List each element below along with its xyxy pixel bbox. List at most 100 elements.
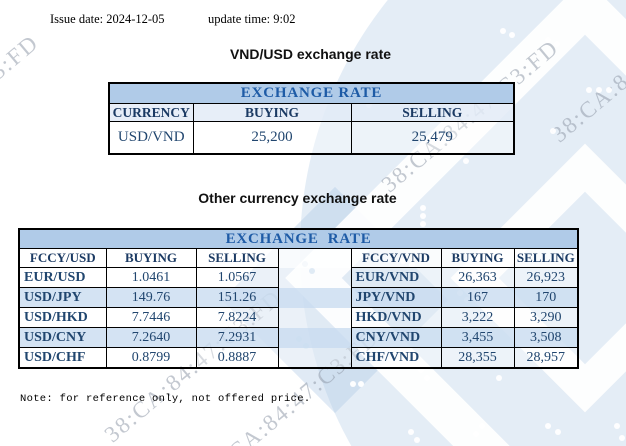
spacer-cell bbox=[277, 248, 352, 268]
currency-pair-cell: CNY/VND bbox=[350, 327, 442, 348]
usd-vnd-section-title: VND/USD exchange rate bbox=[229, 46, 392, 62]
table-row: USD/CHF 0.8799 0.8887 CHF/VND 28,355 28,… bbox=[18, 347, 579, 369]
watermark-dot bbox=[350, 381, 356, 387]
selling-rate-cell: 7.8224 bbox=[195, 307, 279, 328]
table-row: EUR/USD 1.0461 1.0567 EUR/VND 26,363 26,… bbox=[18, 267, 579, 288]
watermark-dot bbox=[420, 213, 426, 219]
column-header-buying: BUYING bbox=[105, 248, 197, 268]
watermark-dot bbox=[424, 375, 430, 381]
currency-pair-cell: USD/CNY bbox=[18, 327, 107, 348]
watermark-dot bbox=[500, 28, 506, 34]
watermark-dot bbox=[420, 221, 426, 227]
watermark-dot bbox=[606, 87, 612, 93]
spacer-cell bbox=[277, 287, 352, 308]
update-time: update time: 9:02 bbox=[208, 12, 296, 27]
watermark-dot bbox=[473, 431, 479, 437]
watermark-dot bbox=[479, 423, 485, 429]
watermark-dot bbox=[414, 437, 420, 443]
watermark-dot bbox=[596, 87, 602, 93]
buying-rate-cell: 167 bbox=[440, 287, 515, 308]
spacer-cell bbox=[277, 307, 352, 328]
watermark-dot bbox=[550, 128, 556, 134]
column-header-buying: BUYING bbox=[440, 248, 515, 268]
column-header-selling: SELLING bbox=[195, 248, 279, 268]
table-title: EXCHANGE RATE bbox=[18, 228, 579, 249]
buying-rate-cell: 149.76 bbox=[105, 287, 197, 308]
currency-pair-cell: USD/CHF bbox=[18, 347, 107, 369]
selling-rate-cell: 151.26 bbox=[195, 287, 279, 308]
watermark-dot bbox=[555, 429, 561, 435]
watermark-dot bbox=[463, 158, 469, 164]
watermark-dot bbox=[554, 41, 560, 47]
buying-rate-cell: 26,363 bbox=[440, 267, 515, 288]
buying-rate-cell: 7.2640 bbox=[105, 327, 197, 348]
currency-pair-cell: USD/VND bbox=[108, 121, 194, 155]
column-header-fccy-usd: FCCY/USD bbox=[18, 248, 107, 268]
column-header-fccy-vnd: FCCY/VND bbox=[350, 248, 442, 268]
column-header-row: FCCY/USD BUYING SELLING FCCY/VND BUYING … bbox=[18, 248, 579, 268]
selling-rate-cell: 0.8887 bbox=[195, 347, 279, 369]
selling-rate-cell: 28,957 bbox=[513, 347, 579, 369]
usd-vnd-table: EXCHANGE RATE CURRENCY BUYING SELLING US… bbox=[108, 82, 515, 155]
column-header-currency: CURRENCY bbox=[108, 103, 194, 122]
table-row: USD/JPY 149.76 151.26 JPY/VND 167 170 bbox=[18, 287, 579, 308]
other-currency-section-title: Other currency exchange rate bbox=[198, 190, 397, 206]
spacer-cell bbox=[277, 327, 352, 348]
watermark-dot bbox=[509, 32, 515, 38]
currency-pair-cell: USD/HKD bbox=[18, 307, 107, 328]
column-header-row: CURRENCY BUYING SELLING bbox=[108, 103, 515, 122]
watermark-dot bbox=[496, 375, 502, 381]
watermark-text: 38:CA:84:47:C3:FD bbox=[546, 0, 626, 148]
currency-pair-cell: EUR/VND bbox=[350, 267, 442, 288]
buying-rate-cell: 25,200 bbox=[192, 121, 352, 155]
table-row: USD/VND 25,200 25,479 bbox=[108, 121, 515, 155]
selling-rate-cell: 26,923 bbox=[513, 267, 579, 288]
issue-date: Issue date: 2024-12-05 bbox=[50, 12, 165, 27]
update-time-label: update time: bbox=[208, 12, 271, 26]
currency-pair-cell: HKD/VND bbox=[350, 307, 442, 328]
spacer-cell bbox=[277, 267, 352, 288]
buying-rate-cell: 7.7446 bbox=[105, 307, 197, 328]
watermark-dot bbox=[586, 87, 592, 93]
watermark-dot bbox=[545, 37, 551, 43]
buying-rate-cell: 0.8799 bbox=[105, 347, 197, 369]
buying-rate-cell: 1.0461 bbox=[105, 267, 197, 288]
selling-rate-cell: 3,508 bbox=[513, 327, 579, 348]
watermark-dot bbox=[358, 381, 364, 387]
watermark-text: 38:CA:84:47:C3:FD bbox=[0, 29, 44, 193]
currency-pair-cell: JPY/VND bbox=[350, 287, 442, 308]
footer-note: Note: for reference only, not offered pr… bbox=[20, 393, 311, 405]
watermark-dot bbox=[614, 423, 620, 429]
currency-pair-cell: USD/JPY bbox=[18, 287, 107, 308]
selling-rate-cell: 7.2931 bbox=[195, 327, 279, 348]
table-title: EXCHANGE RATE bbox=[108, 82, 515, 104]
column-header-buying: BUYING bbox=[192, 103, 352, 122]
issue-date-value: 2024-12-05 bbox=[106, 12, 165, 26]
buying-rate-cell: 3,455 bbox=[440, 327, 515, 348]
table-row: USD/CNY 7.2640 7.2931 CNY/VND 3,455 3,50… bbox=[18, 327, 579, 348]
table-row: USD/HKD 7.7446 7.8224 HKD/VND 3,222 3,29… bbox=[18, 307, 579, 328]
spacer-cell bbox=[277, 347, 352, 368]
buying-rate-cell: 3,222 bbox=[440, 307, 515, 328]
watermark-dot bbox=[619, 435, 625, 441]
watermark-diamond-ring-outer bbox=[285, 0, 626, 446]
issue-date-label: Issue date: bbox=[50, 12, 104, 26]
selling-rate-cell: 1.0567 bbox=[195, 267, 279, 288]
selling-rate-cell: 170 bbox=[513, 287, 579, 308]
table-header-row: EXCHANGE RATE bbox=[108, 82, 515, 104]
table-header-row: EXCHANGE RATE bbox=[18, 228, 579, 249]
column-header-selling: SELLING bbox=[513, 248, 579, 268]
selling-rate-cell: 3,290 bbox=[513, 307, 579, 328]
other-currency-table: EXCHANGE RATE FCCY/USD BUYING SELLING FC… bbox=[18, 228, 580, 369]
buying-rate-cell: 28,355 bbox=[440, 347, 515, 369]
currency-pair-cell: CHF/VND bbox=[350, 347, 442, 369]
watermark-circle-shape bbox=[300, 0, 626, 446]
currency-pair-cell: EUR/USD bbox=[18, 267, 107, 288]
watermark-dot bbox=[408, 429, 414, 435]
watermark-dot bbox=[545, 423, 551, 429]
selling-rate-cell: 25,479 bbox=[350, 121, 515, 155]
column-header-selling: SELLING bbox=[350, 103, 515, 122]
update-time-value: 9:02 bbox=[273, 12, 296, 26]
